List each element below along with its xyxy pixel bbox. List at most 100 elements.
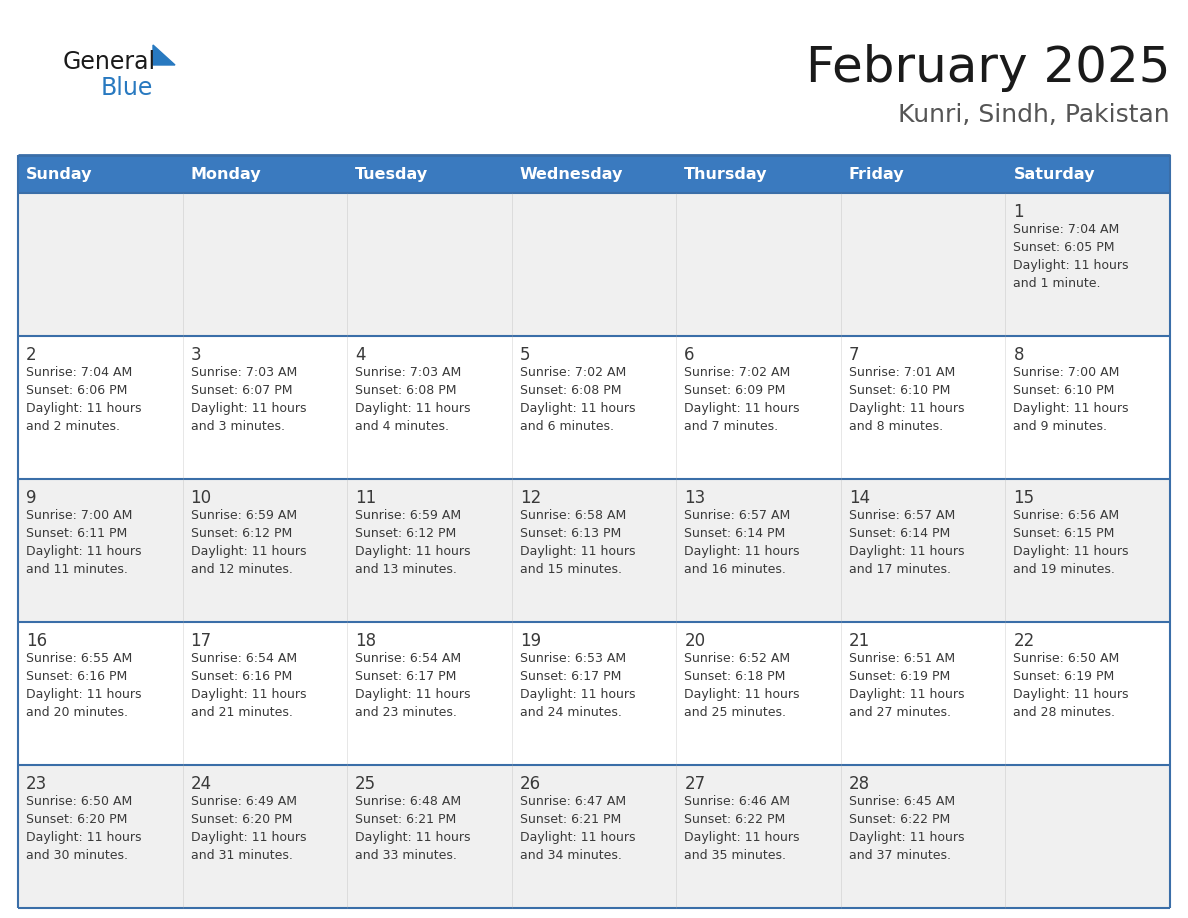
Text: 25: 25 bbox=[355, 775, 377, 793]
Text: and 9 minutes.: and 9 minutes. bbox=[1013, 420, 1107, 433]
Bar bbox=[347, 155, 512, 193]
Text: Sunset: 6:14 PM: Sunset: 6:14 PM bbox=[849, 527, 950, 540]
Text: Daylight: 11 hours: Daylight: 11 hours bbox=[355, 402, 470, 415]
Text: Sunrise: 7:02 AM: Sunrise: 7:02 AM bbox=[684, 366, 790, 379]
Text: 12: 12 bbox=[519, 489, 541, 507]
Text: February 2025: February 2025 bbox=[805, 44, 1170, 92]
Text: and 4 minutes.: and 4 minutes. bbox=[355, 420, 449, 433]
Text: 26: 26 bbox=[519, 775, 541, 793]
Text: Sunday: Sunday bbox=[26, 166, 93, 182]
Text: Sunset: 6:19 PM: Sunset: 6:19 PM bbox=[1013, 670, 1114, 683]
Bar bbox=[18, 765, 1170, 908]
Text: and 27 minutes.: and 27 minutes. bbox=[849, 706, 950, 719]
Text: and 35 minutes.: and 35 minutes. bbox=[684, 849, 786, 862]
Text: Sunrise: 6:56 AM: Sunrise: 6:56 AM bbox=[1013, 509, 1119, 522]
Text: Daylight: 11 hours: Daylight: 11 hours bbox=[684, 688, 800, 701]
Text: Daylight: 11 hours: Daylight: 11 hours bbox=[355, 688, 470, 701]
Text: and 30 minutes.: and 30 minutes. bbox=[26, 849, 128, 862]
Text: Sunset: 6:07 PM: Sunset: 6:07 PM bbox=[190, 384, 292, 397]
Text: Sunrise: 6:59 AM: Sunrise: 6:59 AM bbox=[190, 509, 297, 522]
Text: Daylight: 11 hours: Daylight: 11 hours bbox=[1013, 259, 1129, 272]
Text: Sunrise: 6:47 AM: Sunrise: 6:47 AM bbox=[519, 795, 626, 808]
Bar bbox=[1005, 155, 1170, 193]
Text: Sunset: 6:14 PM: Sunset: 6:14 PM bbox=[684, 527, 785, 540]
Text: Sunset: 6:20 PM: Sunset: 6:20 PM bbox=[26, 813, 127, 826]
Text: and 8 minutes.: and 8 minutes. bbox=[849, 420, 943, 433]
Text: Sunset: 6:08 PM: Sunset: 6:08 PM bbox=[519, 384, 621, 397]
Text: 14: 14 bbox=[849, 489, 870, 507]
Text: 18: 18 bbox=[355, 632, 377, 650]
Text: Daylight: 11 hours: Daylight: 11 hours bbox=[519, 831, 636, 844]
Text: 8: 8 bbox=[1013, 346, 1024, 364]
Text: Sunrise: 6:45 AM: Sunrise: 6:45 AM bbox=[849, 795, 955, 808]
Text: and 2 minutes.: and 2 minutes. bbox=[26, 420, 120, 433]
Text: Daylight: 11 hours: Daylight: 11 hours bbox=[190, 545, 307, 558]
Text: 28: 28 bbox=[849, 775, 870, 793]
Text: and 16 minutes.: and 16 minutes. bbox=[684, 563, 786, 576]
Text: and 3 minutes.: and 3 minutes. bbox=[190, 420, 285, 433]
Text: Daylight: 11 hours: Daylight: 11 hours bbox=[26, 545, 141, 558]
Text: Daylight: 11 hours: Daylight: 11 hours bbox=[849, 831, 965, 844]
Text: 15: 15 bbox=[1013, 489, 1035, 507]
Text: Sunset: 6:18 PM: Sunset: 6:18 PM bbox=[684, 670, 785, 683]
Text: and 13 minutes.: and 13 minutes. bbox=[355, 563, 457, 576]
Text: Sunrise: 6:57 AM: Sunrise: 6:57 AM bbox=[849, 509, 955, 522]
Text: and 33 minutes.: and 33 minutes. bbox=[355, 849, 457, 862]
Text: Daylight: 11 hours: Daylight: 11 hours bbox=[684, 402, 800, 415]
Text: Daylight: 11 hours: Daylight: 11 hours bbox=[26, 688, 141, 701]
Text: Daylight: 11 hours: Daylight: 11 hours bbox=[190, 831, 307, 844]
Text: and 12 minutes.: and 12 minutes. bbox=[190, 563, 292, 576]
Text: and 34 minutes.: and 34 minutes. bbox=[519, 849, 621, 862]
Text: and 21 minutes.: and 21 minutes. bbox=[190, 706, 292, 719]
Bar bbox=[676, 155, 841, 193]
Text: 9: 9 bbox=[26, 489, 37, 507]
Text: Wednesday: Wednesday bbox=[519, 166, 623, 182]
Text: and 24 minutes.: and 24 minutes. bbox=[519, 706, 621, 719]
Text: Sunset: 6:22 PM: Sunset: 6:22 PM bbox=[849, 813, 950, 826]
Text: Sunset: 6:21 PM: Sunset: 6:21 PM bbox=[355, 813, 456, 826]
Text: Sunrise: 6:48 AM: Sunrise: 6:48 AM bbox=[355, 795, 461, 808]
Bar bbox=[18, 155, 183, 193]
Text: 4: 4 bbox=[355, 346, 366, 364]
Text: Daylight: 11 hours: Daylight: 11 hours bbox=[190, 402, 307, 415]
Text: Sunrise: 6:57 AM: Sunrise: 6:57 AM bbox=[684, 509, 790, 522]
Text: 6: 6 bbox=[684, 346, 695, 364]
Text: Sunset: 6:08 PM: Sunset: 6:08 PM bbox=[355, 384, 456, 397]
Text: 5: 5 bbox=[519, 346, 530, 364]
Text: Sunrise: 7:01 AM: Sunrise: 7:01 AM bbox=[849, 366, 955, 379]
Text: and 1 minute.: and 1 minute. bbox=[1013, 277, 1101, 290]
Text: Sunrise: 6:51 AM: Sunrise: 6:51 AM bbox=[849, 652, 955, 665]
Text: Sunrise: 7:03 AM: Sunrise: 7:03 AM bbox=[355, 366, 461, 379]
Bar bbox=[841, 155, 1005, 193]
Text: Daylight: 11 hours: Daylight: 11 hours bbox=[190, 688, 307, 701]
Text: Sunrise: 6:53 AM: Sunrise: 6:53 AM bbox=[519, 652, 626, 665]
Text: Daylight: 11 hours: Daylight: 11 hours bbox=[26, 402, 141, 415]
Text: Sunrise: 7:02 AM: Sunrise: 7:02 AM bbox=[519, 366, 626, 379]
Text: Monday: Monday bbox=[190, 166, 261, 182]
Text: Tuesday: Tuesday bbox=[355, 166, 428, 182]
Text: 20: 20 bbox=[684, 632, 706, 650]
Text: Friday: Friday bbox=[849, 166, 904, 182]
Text: Sunrise: 7:00 AM: Sunrise: 7:00 AM bbox=[26, 509, 132, 522]
Text: Saturday: Saturday bbox=[1013, 166, 1095, 182]
Text: 11: 11 bbox=[355, 489, 377, 507]
Text: Daylight: 11 hours: Daylight: 11 hours bbox=[1013, 402, 1129, 415]
Text: Sunrise: 7:04 AM: Sunrise: 7:04 AM bbox=[26, 366, 132, 379]
Text: Daylight: 11 hours: Daylight: 11 hours bbox=[684, 831, 800, 844]
Text: Sunrise: 7:00 AM: Sunrise: 7:00 AM bbox=[1013, 366, 1120, 379]
Text: Sunset: 6:15 PM: Sunset: 6:15 PM bbox=[1013, 527, 1114, 540]
Text: and 11 minutes.: and 11 minutes. bbox=[26, 563, 128, 576]
Text: Sunset: 6:20 PM: Sunset: 6:20 PM bbox=[190, 813, 292, 826]
Bar bbox=[183, 155, 347, 193]
Polygon shape bbox=[153, 45, 175, 65]
Text: Thursday: Thursday bbox=[684, 166, 767, 182]
Text: Daylight: 11 hours: Daylight: 11 hours bbox=[684, 545, 800, 558]
Text: and 7 minutes.: and 7 minutes. bbox=[684, 420, 778, 433]
Text: and 23 minutes.: and 23 minutes. bbox=[355, 706, 457, 719]
Text: 3: 3 bbox=[190, 346, 201, 364]
Text: Daylight: 11 hours: Daylight: 11 hours bbox=[355, 545, 470, 558]
Text: Sunset: 6:13 PM: Sunset: 6:13 PM bbox=[519, 527, 621, 540]
Text: Sunrise: 6:46 AM: Sunrise: 6:46 AM bbox=[684, 795, 790, 808]
Text: Daylight: 11 hours: Daylight: 11 hours bbox=[26, 831, 141, 844]
Text: and 19 minutes.: and 19 minutes. bbox=[1013, 563, 1116, 576]
